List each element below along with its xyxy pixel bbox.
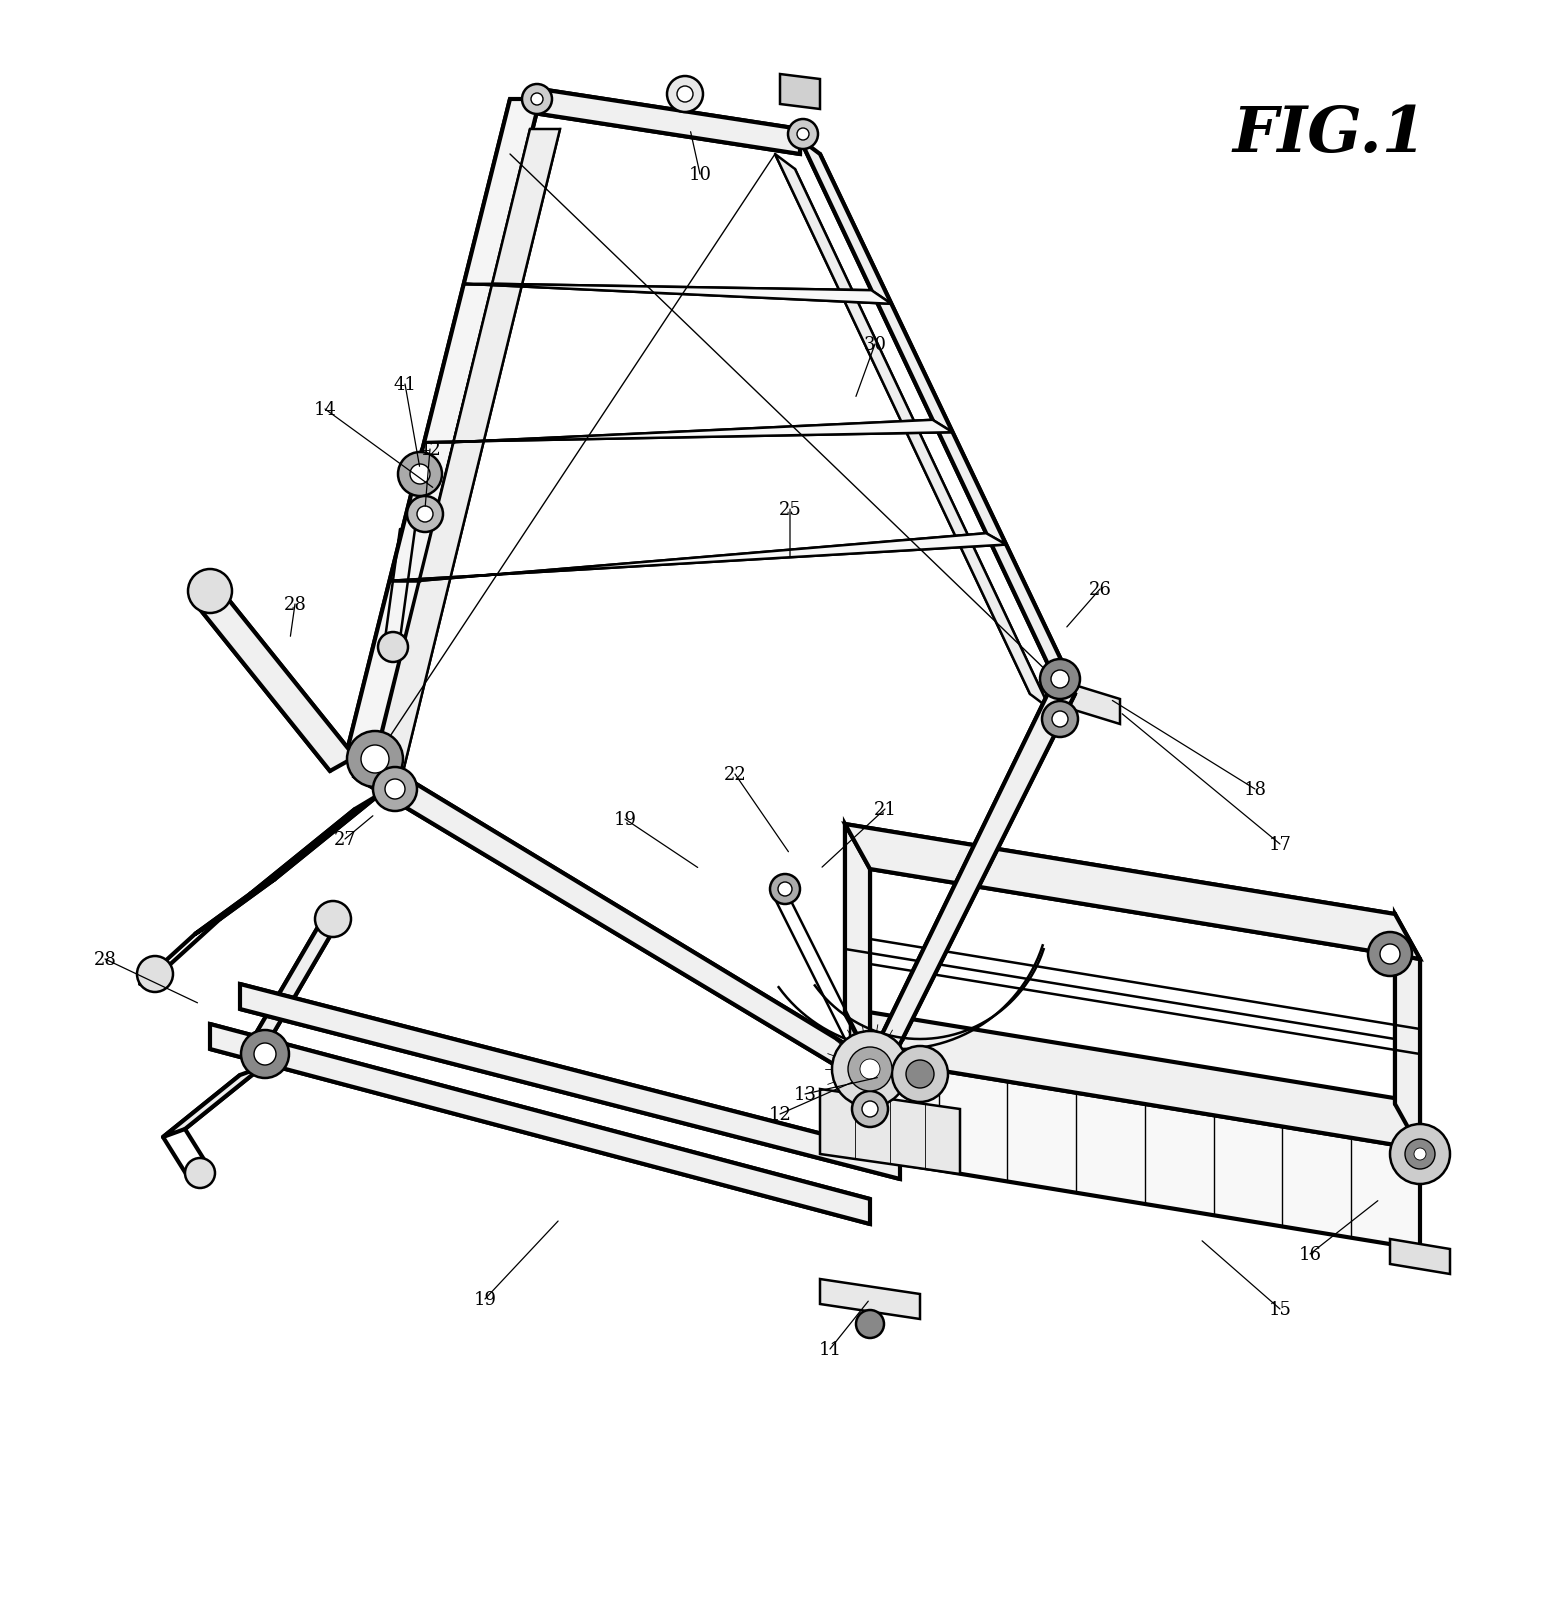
- Circle shape: [373, 768, 417, 812]
- Text: 27: 27: [333, 831, 356, 848]
- Circle shape: [378, 633, 408, 662]
- Polygon shape: [820, 1090, 960, 1175]
- Polygon shape: [251, 794, 380, 895]
- Text: FIG.1: FIG.1: [1232, 104, 1427, 166]
- Circle shape: [892, 1046, 948, 1102]
- Circle shape: [848, 1048, 892, 1091]
- Polygon shape: [464, 284, 892, 305]
- Text: 13: 13: [794, 1085, 817, 1104]
- Polygon shape: [820, 1279, 920, 1319]
- Circle shape: [677, 87, 692, 103]
- Polygon shape: [1390, 1239, 1450, 1274]
- Circle shape: [770, 874, 800, 905]
- Circle shape: [1414, 1149, 1425, 1160]
- Text: 30: 30: [864, 336, 887, 354]
- Polygon shape: [540, 90, 800, 154]
- Circle shape: [347, 731, 403, 787]
- Circle shape: [137, 956, 173, 993]
- Polygon shape: [425, 421, 952, 444]
- Polygon shape: [845, 824, 1421, 959]
- Text: 12: 12: [769, 1106, 792, 1123]
- Polygon shape: [247, 919, 341, 1048]
- Circle shape: [856, 1310, 884, 1339]
- Circle shape: [832, 1032, 909, 1107]
- Polygon shape: [800, 140, 1075, 689]
- Text: 10: 10: [688, 166, 711, 183]
- Circle shape: [860, 1059, 881, 1080]
- Circle shape: [185, 1159, 215, 1188]
- Circle shape: [254, 1043, 275, 1065]
- Circle shape: [398, 453, 442, 497]
- Polygon shape: [780, 76, 820, 109]
- Text: 22: 22: [724, 765, 747, 784]
- Circle shape: [384, 779, 405, 800]
- Circle shape: [1039, 659, 1080, 699]
- Circle shape: [797, 129, 809, 141]
- Polygon shape: [345, 100, 540, 760]
- Text: 28: 28: [283, 596, 307, 614]
- Circle shape: [408, 497, 443, 532]
- Polygon shape: [163, 1067, 261, 1138]
- Text: 21: 21: [873, 800, 896, 818]
- Circle shape: [1043, 702, 1078, 738]
- Circle shape: [1380, 945, 1400, 964]
- Text: 41: 41: [394, 376, 417, 394]
- Text: 11: 11: [818, 1340, 842, 1358]
- Circle shape: [1052, 712, 1067, 728]
- Circle shape: [1405, 1139, 1435, 1170]
- Circle shape: [531, 93, 543, 106]
- Polygon shape: [850, 1009, 1421, 1149]
- Text: 14: 14: [314, 400, 336, 419]
- Circle shape: [1050, 670, 1069, 688]
- Circle shape: [241, 1030, 289, 1078]
- Polygon shape: [355, 760, 870, 1077]
- Text: 42: 42: [419, 440, 442, 458]
- Circle shape: [906, 1061, 934, 1088]
- Text: 18: 18: [1243, 781, 1267, 799]
- Circle shape: [409, 464, 429, 485]
- Polygon shape: [870, 680, 1075, 1075]
- Circle shape: [862, 1101, 878, 1117]
- Polygon shape: [775, 154, 1050, 710]
- Text: 19: 19: [473, 1290, 496, 1308]
- Circle shape: [668, 77, 703, 112]
- Circle shape: [853, 1091, 888, 1127]
- Circle shape: [188, 569, 232, 614]
- Polygon shape: [370, 130, 560, 784]
- Circle shape: [361, 746, 389, 773]
- Polygon shape: [240, 985, 899, 1180]
- Circle shape: [521, 85, 552, 116]
- Polygon shape: [1055, 680, 1120, 725]
- Circle shape: [1390, 1125, 1450, 1184]
- Polygon shape: [389, 534, 1007, 582]
- Text: 15: 15: [1268, 1300, 1291, 1318]
- Text: 19: 19: [613, 810, 636, 829]
- Polygon shape: [210, 1024, 870, 1225]
- Circle shape: [417, 506, 433, 522]
- Circle shape: [1368, 932, 1411, 977]
- Polygon shape: [194, 879, 275, 934]
- Polygon shape: [850, 1009, 870, 1159]
- Circle shape: [314, 902, 352, 937]
- Circle shape: [787, 121, 818, 149]
- Polygon shape: [845, 824, 870, 1059]
- Text: 16: 16: [1299, 1245, 1321, 1263]
- Polygon shape: [1396, 914, 1421, 1149]
- Text: 28: 28: [93, 950, 117, 969]
- Polygon shape: [870, 1059, 1421, 1249]
- Text: 26: 26: [1089, 580, 1111, 599]
- Text: 25: 25: [778, 501, 801, 519]
- Text: 17: 17: [1268, 836, 1291, 853]
- Polygon shape: [194, 590, 355, 771]
- Circle shape: [778, 882, 792, 897]
